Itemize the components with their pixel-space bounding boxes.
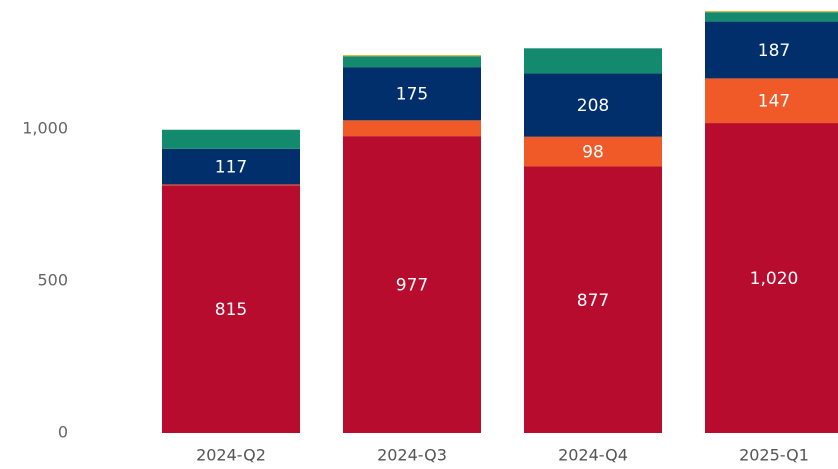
- bar-segment: [343, 54, 481, 57]
- bar-segment: [343, 120, 481, 137]
- data-label: 1,020: [750, 269, 799, 289]
- bar-segment: [162, 148, 300, 185]
- bar-segment: [524, 73, 662, 137]
- data-label: 175: [396, 85, 428, 105]
- bar-segment: [343, 136, 481, 433]
- x-tick-label: 2025-Q1: [739, 446, 809, 465]
- bar-segment: [524, 136, 662, 167]
- bar-segment: [162, 184, 300, 186]
- bar-segment: [162, 129, 300, 149]
- data-label: 147: [758, 92, 790, 112]
- y-tick-label: 1,000: [22, 119, 68, 138]
- data-label: 187: [758, 41, 790, 61]
- bar-segment: [524, 48, 662, 74]
- bar-segment: [343, 67, 481, 121]
- bar-segment: [705, 123, 838, 433]
- data-label: 815: [215, 300, 247, 320]
- bar-segment: [705, 10, 838, 13]
- data-label: 117: [215, 158, 247, 178]
- bar-segment: [705, 21, 838, 79]
- y-tick-label: 0: [58, 423, 68, 442]
- bar-segment: [343, 56, 481, 68]
- bar-segment: [705, 78, 838, 124]
- data-label: 977: [396, 276, 428, 296]
- y-tick-label: 500: [37, 271, 68, 290]
- x-tick-label: 2024-Q4: [558, 446, 628, 465]
- x-tick-label: 2024-Q2: [196, 446, 266, 465]
- bar-segment: [524, 166, 662, 434]
- data-label: 877: [577, 291, 609, 311]
- bar-segment: [705, 12, 838, 22]
- data-label: 98: [582, 143, 604, 163]
- data-label: 208: [577, 96, 609, 116]
- bar-segment: [162, 185, 300, 433]
- x-tick-label: 2024-Q3: [377, 446, 447, 465]
